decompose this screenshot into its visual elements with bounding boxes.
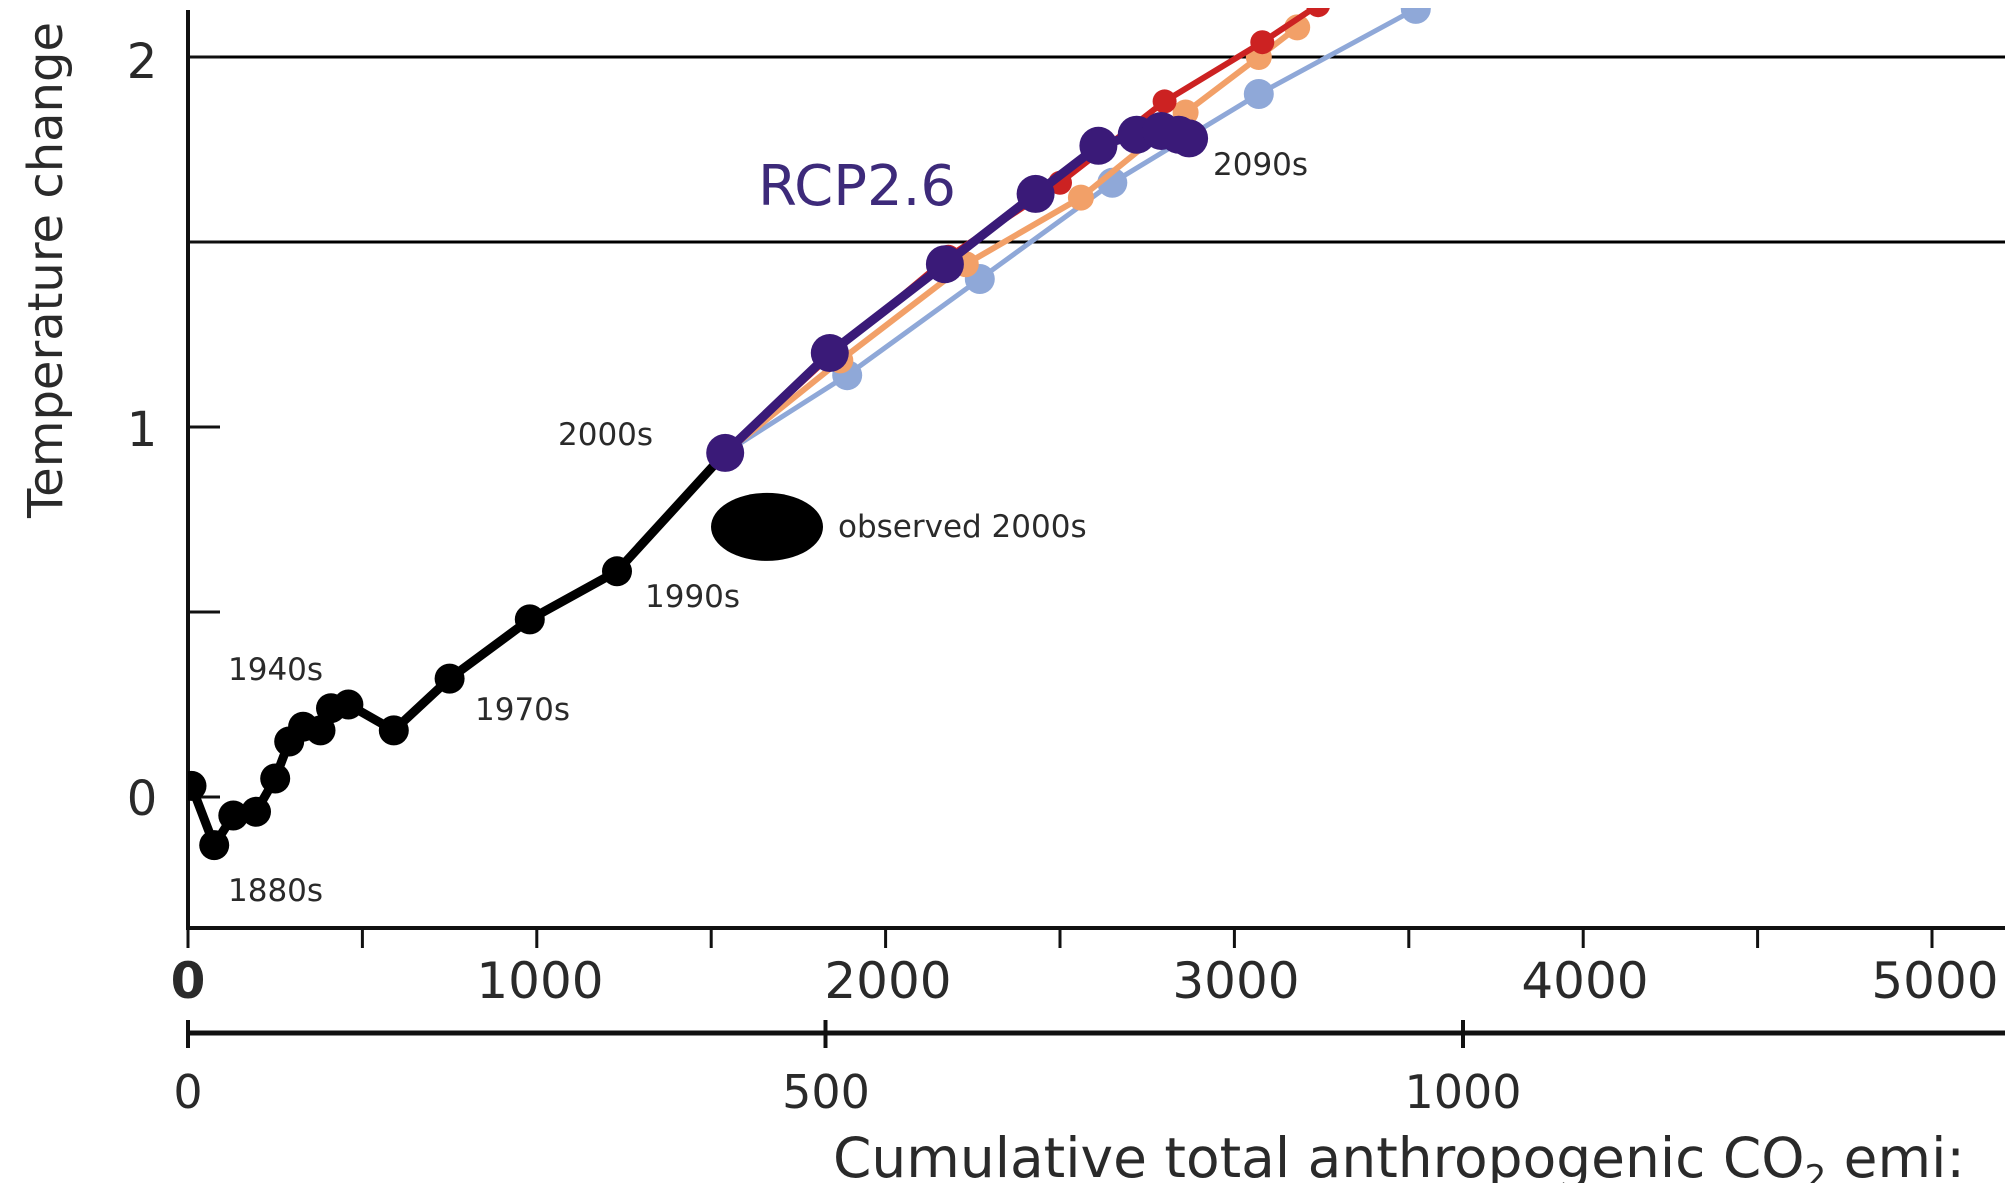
rcp2-6-point-0 — [706, 433, 745, 472]
rcp2-6-point-2 — [925, 245, 964, 284]
x-axis-label-suffix: emi: — [1826, 1126, 1965, 1183]
axes-layer — [186, 10, 2005, 1048]
y-tick-label-2: 2 — [127, 34, 158, 90]
scenario-label: RCP2.6 — [758, 154, 956, 219]
series-0-point-10 — [378, 715, 409, 746]
x-axis-label: Cumulative total anthropogenic CO2 emi: — [833, 1126, 1965, 1183]
series-3-point-6 — [1306, 8, 1330, 18]
series-3-point-5 — [1250, 30, 1275, 55]
series-2-line — [722, 24, 1301, 456]
series-0-point-7 — [305, 715, 336, 746]
x-tick-label-3000: 3000 — [1172, 952, 1299, 1010]
series-0-point-1 — [199, 830, 230, 861]
x-axis-label-subscript: 2 — [1805, 1158, 1827, 1183]
series-0-point-11 — [434, 663, 465, 694]
series-1-line — [722, 8, 1419, 456]
series-0-point-12 — [514, 604, 545, 635]
x-tick-label-2000: 2000 — [824, 952, 951, 1010]
grid-layer — [213, 55, 2005, 244]
y-axis-label: Temperature change — [18, 22, 74, 519]
series-3-point-4 — [1152, 89, 1177, 114]
rcp2-6-point-3 — [1016, 174, 1055, 213]
x-tick-label-1000: 1000 — [476, 952, 603, 1010]
series-0-point-0 — [188, 770, 207, 801]
y-tick-label-0: 0 — [127, 771, 158, 827]
x-tick-label-5000: 5000 — [1871, 952, 1998, 1010]
annotation-1990s: 1990s — [645, 579, 740, 615]
series-1-point-4 — [1243, 79, 1274, 109]
x2-tick-label-1000: 1000 — [1404, 1065, 1521, 1119]
x2-tick-label-500: 500 — [782, 1065, 870, 1119]
x-tick-label-0: 0 — [171, 952, 206, 1010]
annotation-1940s: 1940s — [228, 652, 323, 688]
rcp2-6-point-8 — [1170, 119, 1209, 158]
annotation-1880s: 1880s — [228, 873, 323, 909]
annotation-observed-2000s: observed 2000s — [838, 509, 1087, 545]
series-0-point-2 — [218, 800, 249, 831]
annotation-2090s: 2090s — [1213, 147, 1308, 183]
annotation-2000s: 2000s — [558, 417, 653, 453]
series-2-point-3 — [1067, 184, 1094, 211]
series-0-point-9 — [333, 689, 364, 720]
annotation-1970s: 1970s — [475, 692, 570, 728]
rcp2-6-point-4 — [1079, 126, 1118, 165]
rcp2-6-point-1 — [810, 334, 849, 372]
x-axis-label-main: Cumulative total anthropogenic CO — [833, 1126, 1805, 1183]
series-1-point-5 — [1400, 8, 1431, 24]
series-0-point-3 — [241, 796, 271, 827]
series-0-point-4 — [260, 763, 291, 794]
series-layer — [188, 8, 1431, 861]
observed-2000s-marker — [711, 492, 824, 561]
x2-tick-label-0: 0 — [173, 1065, 202, 1119]
y-tick-label-1: 1 — [127, 402, 158, 458]
series-0-point-13 — [602, 556, 632, 587]
x-tick-label-4000: 4000 — [1521, 952, 1648, 1010]
